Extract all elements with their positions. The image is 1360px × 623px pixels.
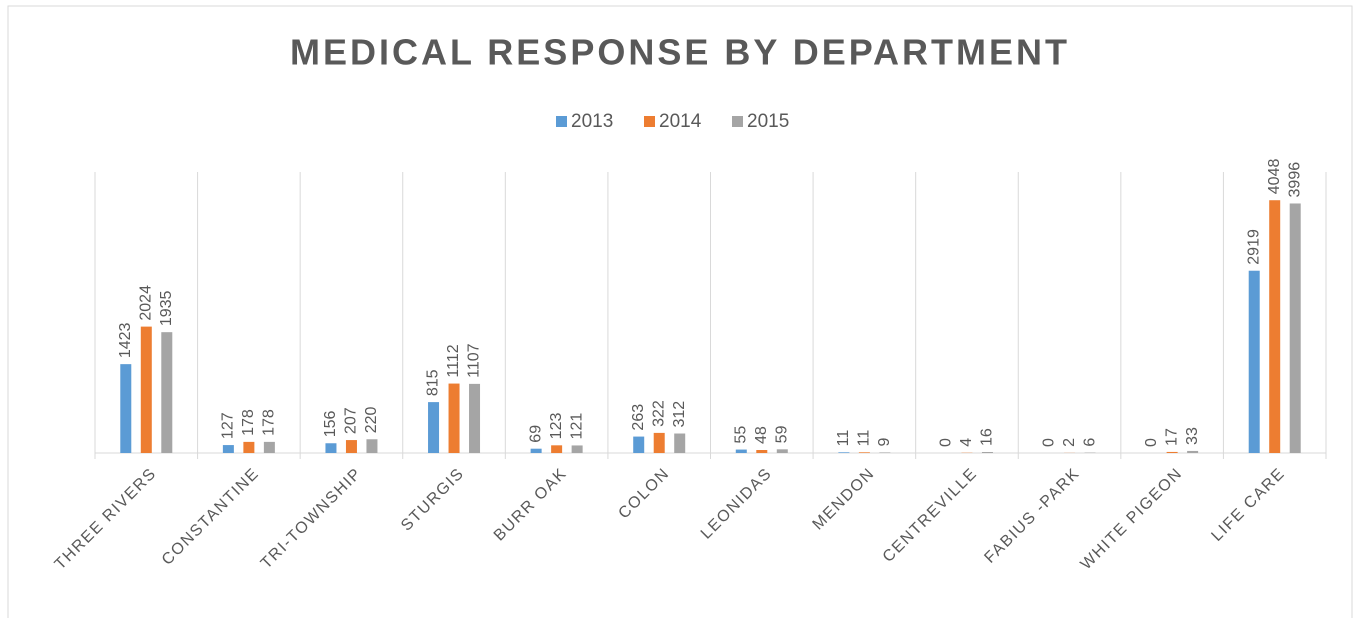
bar (141, 327, 152, 453)
bar (1269, 200, 1280, 453)
data-label: 1423 (117, 322, 134, 358)
bar (531, 449, 542, 453)
data-label: 0 (1143, 438, 1160, 447)
data-label: 263 (630, 404, 647, 431)
data-label: 322 (650, 400, 667, 427)
data-label: 220 (363, 406, 380, 433)
data-label: 9 (876, 437, 893, 446)
bar (346, 440, 357, 453)
legend-swatch (644, 116, 655, 127)
data-label: 178 (240, 409, 257, 436)
data-label: 123 (548, 413, 565, 440)
bar (654, 433, 665, 453)
data-label: 156 (322, 410, 339, 437)
data-label: 1107 (466, 343, 483, 378)
bar (449, 384, 460, 453)
data-label: 0 (1040, 438, 1057, 447)
data-label: 1935 (158, 290, 175, 326)
bar (1167, 452, 1178, 453)
data-label: 11 (835, 430, 852, 447)
bar (1249, 271, 1260, 453)
legend-swatch (732, 116, 743, 127)
legend-swatch (556, 116, 567, 127)
data-label: 178 (261, 409, 278, 436)
data-label: 2919 (1245, 229, 1262, 265)
data-label: 6 (1081, 438, 1098, 447)
bar (1187, 451, 1198, 453)
data-label: 16 (979, 428, 996, 446)
bar (838, 452, 849, 453)
data-label: 4048 (1266, 159, 1283, 195)
bar (223, 445, 234, 453)
bar (879, 452, 890, 453)
legend-label: 2014 (659, 111, 702, 132)
data-label: 1112 (445, 344, 462, 377)
data-label: 3996 (1286, 162, 1303, 198)
data-label: 2024 (138, 285, 155, 321)
data-label: 312 (671, 401, 688, 428)
data-label: 0 (938, 438, 955, 447)
bar (551, 445, 562, 453)
bar (572, 445, 583, 453)
data-label: 69 (527, 425, 544, 443)
data-label: 121 (568, 413, 585, 440)
bar (674, 434, 685, 453)
data-label: 55 (733, 426, 750, 444)
data-label: 207 (343, 407, 360, 434)
data-label: 815 (425, 369, 442, 396)
data-label: 17 (1163, 428, 1180, 446)
bar (366, 439, 377, 453)
bar (859, 452, 870, 453)
chart-title: MEDICAL RESPONSE BY DEPARTMENT (290, 32, 1070, 73)
legend-label: 2013 (571, 111, 613, 132)
data-label: 48 (753, 426, 770, 444)
bar (120, 364, 131, 453)
data-label: 2 (1061, 438, 1078, 447)
bar (982, 452, 993, 453)
bar (428, 402, 439, 453)
data-label: 33 (1184, 427, 1201, 445)
bar (777, 449, 788, 453)
data-label: 11 (856, 430, 873, 447)
bar (243, 442, 254, 453)
bar (633, 437, 644, 453)
legend-label: 2015 (747, 111, 789, 132)
bar (736, 450, 747, 453)
bar (1290, 203, 1301, 453)
bar (756, 450, 767, 453)
bar (325, 443, 336, 453)
data-label: 59 (774, 425, 791, 443)
data-label: 4 (958, 438, 975, 447)
bar (264, 442, 275, 453)
bar (469, 384, 480, 453)
data-label: 127 (220, 412, 237, 439)
bar (161, 332, 172, 453)
